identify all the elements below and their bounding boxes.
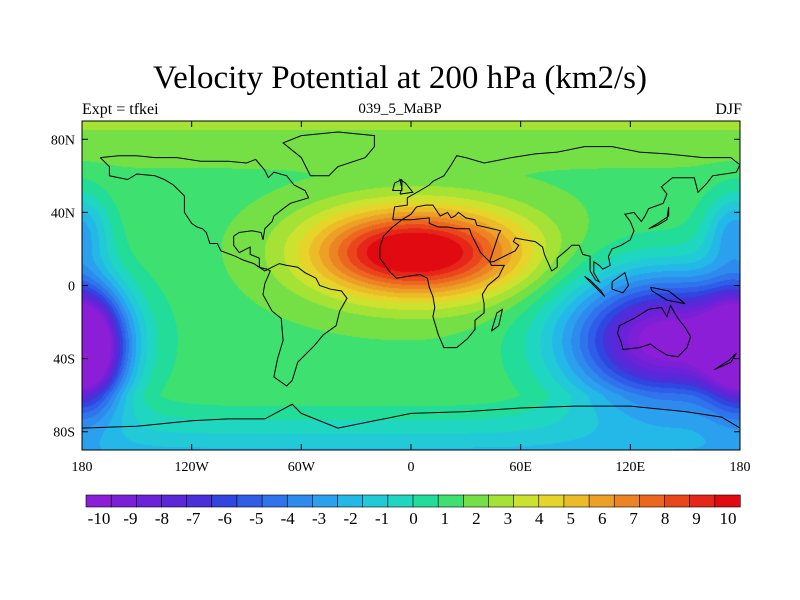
x-tick-label: 60E [509,460,532,475]
colorbar-swatch [714,494,741,508]
velocity-potential-field [82,121,740,450]
colorbar-swatch [337,494,364,508]
colorbar-label: 4 [535,509,544,528]
y-tick-label: 80S [53,426,75,441]
x-axis: 180 120W 60W 0 60E 120E 180 [72,121,751,475]
coastline-segment [714,352,737,371]
colorbar-swatch [563,494,590,508]
colorbar-swatch [261,494,288,508]
coastline-segment [392,179,403,191]
colorbar-swatch [85,494,112,508]
colorbar-label: 7 [629,509,638,528]
colorbar-swatch [538,494,565,508]
coastline-segment [82,403,740,429]
coastline-segment [611,271,630,294]
colorbar-label: -1 [375,509,389,528]
colorbar-swatch [110,494,137,508]
x-tick-label: 180 [72,460,93,475]
colorbar-label: 2 [472,509,481,528]
colorbar-swatch [236,494,263,508]
x-tick-label: 120E [616,460,646,475]
colorbar-label: -3 [312,509,326,528]
colorbar-label: 10 [720,509,737,528]
coastline-segment [282,131,375,177]
colorbar-swatch [161,494,188,508]
colorbar-label: 0 [409,509,418,528]
colorbar-label: -8 [155,509,169,528]
colorbar-label: -4 [281,509,296,528]
coastline-segment [649,286,686,305]
colorbar-label: -6 [218,509,232,528]
experiment-label: Expt = tfkei [82,101,159,118]
x-tick-label: 60W [288,460,316,475]
colorbar-label: -7 [186,509,201,528]
coastline-segment [648,206,670,230]
colorbar-label: -5 [249,509,263,528]
season-label: DJF [715,101,742,118]
colorbar-swatch [387,494,414,508]
x-tick-label: 180 [730,460,751,475]
y-tick-label: 80N [51,133,75,148]
coastline-segment [392,146,740,283]
colorbar-swatch [588,494,615,508]
x-tick-label: 0 [408,460,415,475]
run-label: 039_5_MaBP [358,101,442,117]
colorbar-swatch [639,494,666,508]
colorbar-label: 8 [661,509,670,528]
colorbar-swatch [513,494,540,508]
colorbar-swatch [463,494,490,508]
colorbar-label: 1 [441,509,450,528]
colorbar-swatch [362,494,389,508]
colorbar-swatch [689,494,716,508]
colorbar-label: 3 [504,509,513,528]
colorbar-label: 6 [598,509,607,528]
y-tick-label: 40N [51,206,75,221]
colorbar-swatch [488,494,515,508]
colorbar-label: -2 [344,509,358,528]
colorbar-swatch [613,494,640,508]
coastline-segment [584,275,606,297]
colorbar-label: 5 [567,509,576,528]
colorbar-swatch [412,494,439,508]
coastline-segment [99,155,348,387]
y-tick-label: 40S [53,353,75,368]
colorbar-label: -9 [123,509,137,528]
plot-title: Velocity Potential at 200 hPa (km2/s) [152,60,648,96]
colorbar-swatch [286,494,313,508]
colorbar-swatch [312,494,339,508]
colorbar-swatch [211,494,238,508]
colorbar-label: -10 [88,509,111,528]
y-axis: 80N 40N 0 40S 80S [51,133,740,441]
y-tick-label: 0 [68,280,75,295]
colorbar-swatch [186,494,213,508]
colorbar-swatch [437,494,464,508]
coastline-segment [379,217,506,349]
colorbar-swatch [664,494,691,508]
coastlines [82,131,740,429]
coastline-segment [490,308,504,332]
colorbar-swatch [136,494,163,508]
colorbar: -10 -9 -8 -7 -6 -5 -4 -3 -2 -1 0 1 2 3 4 5 6 7 8 9 10 [85,494,741,528]
x-tick-label: 120W [175,460,210,475]
colorbar-label: 9 [692,509,701,528]
coastline-segment [616,304,692,358]
